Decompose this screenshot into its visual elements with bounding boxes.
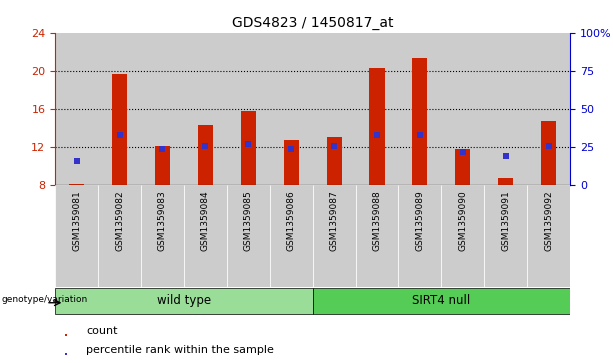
- Text: percentile rank within the sample: percentile rank within the sample: [86, 345, 274, 355]
- Bar: [284, 140, 299, 185]
- Text: GSM1359083: GSM1359083: [158, 190, 167, 251]
- Bar: [356, 33, 398, 185]
- Text: GSM1359087: GSM1359087: [330, 190, 338, 251]
- Text: GSM1359084: GSM1359084: [201, 190, 210, 251]
- Bar: [184, 185, 227, 287]
- Bar: [227, 185, 270, 287]
- Bar: [398, 185, 441, 287]
- Bar: [98, 185, 141, 287]
- Bar: [141, 33, 184, 185]
- Title: GDS4823 / 1450817_at: GDS4823 / 1450817_at: [232, 16, 394, 30]
- Bar: [356, 185, 398, 287]
- Text: wild type: wild type: [157, 294, 211, 307]
- Bar: [313, 33, 356, 185]
- Text: SIRT4 null: SIRT4 null: [412, 294, 471, 307]
- Bar: [69, 184, 84, 185]
- Bar: [327, 136, 341, 185]
- Bar: [66, 353, 67, 355]
- Text: GSM1359081: GSM1359081: [72, 190, 81, 251]
- Bar: [527, 185, 570, 287]
- Bar: [498, 179, 513, 185]
- Bar: [413, 58, 427, 185]
- Bar: [55, 33, 98, 185]
- Text: count: count: [86, 326, 118, 336]
- Bar: [98, 33, 141, 185]
- Bar: [441, 185, 484, 287]
- Bar: [441, 33, 484, 185]
- Bar: [198, 125, 213, 185]
- Bar: [527, 33, 570, 185]
- Bar: [484, 33, 527, 185]
- Bar: [184, 33, 227, 185]
- Bar: [141, 185, 184, 287]
- Bar: [241, 111, 256, 185]
- Bar: [541, 121, 556, 185]
- Text: GSM1359082: GSM1359082: [115, 190, 124, 251]
- Bar: [398, 33, 441, 185]
- Bar: [66, 334, 67, 336]
- Bar: [55, 185, 98, 287]
- Bar: [227, 33, 270, 185]
- Text: GSM1359091: GSM1359091: [501, 190, 510, 251]
- Text: GSM1359085: GSM1359085: [244, 190, 253, 251]
- Bar: [112, 74, 127, 185]
- Bar: [455, 149, 470, 185]
- Bar: [313, 185, 356, 287]
- Text: GSM1359092: GSM1359092: [544, 190, 553, 251]
- Text: GSM1359090: GSM1359090: [459, 190, 467, 251]
- Bar: [270, 185, 313, 287]
- Bar: [313, 288, 570, 314]
- Bar: [270, 33, 313, 185]
- Text: genotype/variation: genotype/variation: [1, 295, 88, 304]
- Text: GSM1359086: GSM1359086: [287, 190, 295, 251]
- Bar: [155, 146, 170, 185]
- Bar: [370, 68, 384, 185]
- Bar: [484, 185, 527, 287]
- Bar: [55, 288, 313, 314]
- Text: GSM1359089: GSM1359089: [416, 190, 424, 251]
- Text: GSM1359088: GSM1359088: [373, 190, 381, 251]
